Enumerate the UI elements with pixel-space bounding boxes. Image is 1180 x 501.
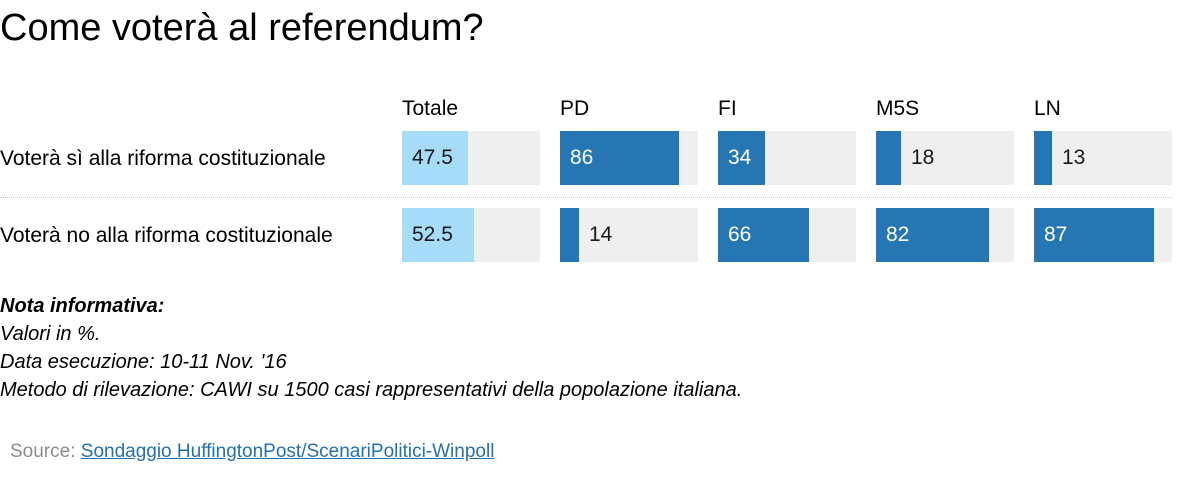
row-divider [0,197,1172,198]
column-header-ln: LN [1034,97,1061,120]
bar-cell-no-pd: 14 [560,208,698,262]
notes-line-method: Metodo di rilevazione: CAWI su 1500 casi… [0,379,743,401]
notes-line-date: Data esecuzione: 10-11 Nov. '16 [0,351,287,373]
value-label-yes-m5s: 18 [911,146,935,169]
value-label-no-m5s: 82 [886,223,910,246]
bar-no-pd [560,208,579,262]
bar-no-fi [718,208,809,262]
bar-yes-ln [1034,131,1052,185]
value-label-yes-pd: 86 [570,146,594,169]
notes-heading: Nota informativa: [0,295,165,317]
bar-cell-yes-m5s: 18 [876,131,1014,185]
value-label-yes-totale: 47.5 [412,146,453,169]
row-label-yes: Voterà sì alla riforma costituzionale [0,147,326,170]
value-label-no-totale: 52.5 [412,223,453,246]
row-label-no: Voterà no alla riforma costituzionale [0,224,333,247]
column-header-fi: FI [718,97,737,120]
value-label-no-pd: 14 [589,223,613,246]
bar-cell-yes-totale: 47.5 [402,131,540,185]
value-label-no-ln: 87 [1044,223,1068,246]
bar-yes-m5s [876,131,901,185]
bar-cell-no-fi: 66 [718,208,856,262]
bar-cell-no-totale: 52.5 [402,208,540,262]
bar-cell-yes-ln: 13 [1034,131,1172,185]
bar-yes-totale [402,131,468,185]
bar-cell-no-m5s: 82 [876,208,1014,262]
notes-block: Nota informativa: Valori in %. Data esec… [0,292,742,404]
bar-no-totale [402,208,474,262]
bar-yes-pd [560,131,679,185]
value-label-no-fi: 66 [728,223,752,246]
bar-cell-yes-pd: 86 [560,131,698,185]
value-label-yes-ln: 13 [1062,146,1086,169]
source-line: Source: Sondaggio HuffingtonPost/Scenari… [10,440,494,464]
source-link[interactable]: Sondaggio HuffingtonPost/ScenariPolitici… [80,441,495,462]
bar-no-ln [1034,208,1154,262]
bar-cell-yes-fi: 34 [718,131,856,185]
bar-no-m5s [876,208,989,262]
bar-yes-fi [718,131,765,185]
source-prefix: Source: [10,441,76,462]
column-header-totale: Totale [402,97,459,120]
column-header-m5s: M5S [876,97,920,120]
chart-title: Come voterà al referendum? [0,7,484,49]
value-label-yes-fi: 34 [728,146,752,169]
column-header-pd: PD [560,97,590,120]
bar-cell-no-ln: 87 [1034,208,1172,262]
notes-line-units: Valori in %. [0,323,101,345]
